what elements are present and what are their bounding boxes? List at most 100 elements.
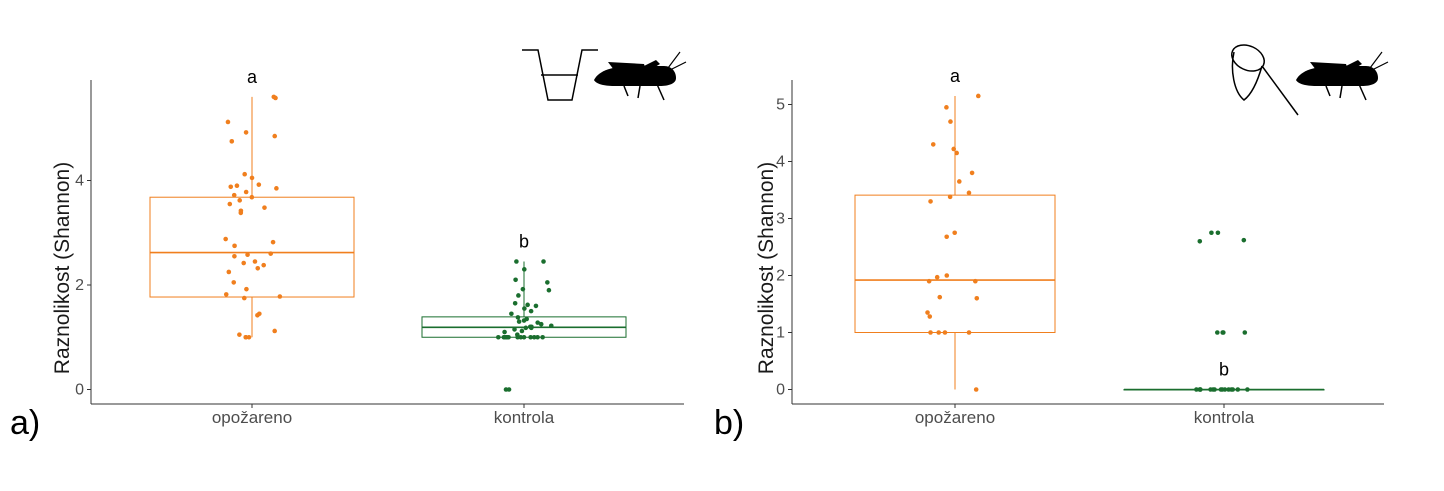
data-point bbox=[262, 205, 267, 210]
data-point bbox=[1242, 330, 1248, 335]
data-point bbox=[516, 319, 522, 324]
data-point bbox=[274, 186, 279, 191]
x-tick-label: kontrola bbox=[1194, 408, 1255, 427]
data-point bbox=[521, 318, 527, 323]
x-tick-label: opožareno bbox=[915, 408, 995, 427]
data-point bbox=[519, 328, 525, 334]
data-point bbox=[951, 146, 957, 152]
data-point bbox=[925, 310, 930, 315]
data-point bbox=[521, 334, 527, 340]
data-point bbox=[540, 334, 545, 340]
data-point bbox=[255, 265, 261, 271]
data-point bbox=[512, 327, 517, 332]
x-tick-label: kontrola bbox=[494, 408, 555, 427]
data-point bbox=[522, 306, 527, 311]
significance-letter: b bbox=[1219, 360, 1229, 380]
data-point bbox=[245, 252, 250, 257]
data-point bbox=[231, 192, 237, 198]
data-point bbox=[934, 274, 940, 280]
significance-letter: b bbox=[519, 231, 529, 251]
data-point bbox=[928, 330, 933, 335]
data-point bbox=[525, 302, 530, 308]
data-point bbox=[252, 259, 258, 264]
data-point bbox=[249, 175, 255, 181]
data-point bbox=[926, 278, 932, 284]
data-point bbox=[1220, 330, 1225, 335]
data-point bbox=[501, 334, 507, 340]
data-point bbox=[226, 269, 232, 275]
data-point bbox=[521, 267, 527, 272]
grasshopper-icon bbox=[1296, 51, 1389, 101]
box-iqr bbox=[854, 194, 1056, 333]
data-point bbox=[975, 93, 981, 99]
data-point bbox=[1218, 387, 1224, 392]
data-point bbox=[966, 190, 972, 196]
data-point bbox=[548, 323, 554, 329]
x-tick-label: opožareno bbox=[212, 408, 292, 427]
data-point bbox=[232, 243, 237, 249]
data-point bbox=[272, 328, 277, 334]
data-point bbox=[234, 183, 240, 189]
significance-letter: a bbox=[247, 67, 258, 87]
data-point bbox=[973, 387, 979, 392]
data-point bbox=[1235, 387, 1241, 392]
data-point bbox=[952, 230, 958, 236]
data-point bbox=[228, 184, 234, 190]
data-point bbox=[928, 199, 933, 204]
sweep-net-icon bbox=[1231, 44, 1299, 116]
data-point bbox=[969, 170, 975, 176]
data-point bbox=[936, 330, 941, 335]
data-point bbox=[509, 311, 514, 317]
y-tick-label: 2 bbox=[776, 268, 785, 285]
data-point bbox=[272, 133, 278, 139]
data-point bbox=[232, 253, 237, 259]
data-point bbox=[541, 259, 546, 264]
data-point bbox=[1215, 330, 1220, 335]
data-point bbox=[1208, 387, 1213, 392]
data-point bbox=[244, 286, 249, 292]
data-point bbox=[546, 287, 552, 293]
data-point bbox=[229, 139, 235, 144]
data-point bbox=[531, 334, 537, 340]
data-point bbox=[942, 330, 948, 335]
data-point bbox=[514, 259, 519, 264]
data-point bbox=[223, 236, 228, 242]
data-point bbox=[238, 210, 244, 216]
data-point bbox=[538, 321, 544, 327]
data-point bbox=[243, 334, 249, 340]
y-axis-title: Raznolikost (Shannon) bbox=[755, 162, 778, 374]
data-point bbox=[957, 179, 962, 184]
y-axis-title: Raznolikost (Shannon) bbox=[51, 162, 74, 374]
data-point bbox=[1198, 387, 1203, 392]
data-point bbox=[243, 189, 249, 195]
box-iqr bbox=[149, 196, 355, 298]
data-point bbox=[1245, 387, 1250, 392]
data-point bbox=[528, 308, 534, 314]
significance-letter: a bbox=[950, 66, 961, 86]
data-point bbox=[944, 273, 950, 278]
data-point bbox=[947, 194, 953, 200]
data-point bbox=[520, 286, 526, 292]
data-point bbox=[966, 330, 972, 335]
data-point bbox=[515, 315, 521, 320]
data-point bbox=[496, 334, 501, 340]
data-point bbox=[270, 239, 276, 245]
data-point bbox=[1209, 230, 1214, 236]
data-point bbox=[516, 293, 521, 298]
data-point bbox=[503, 387, 509, 392]
data-point bbox=[529, 325, 534, 331]
data-point bbox=[506, 334, 511, 340]
data-point bbox=[237, 198, 243, 203]
data-point bbox=[954, 150, 959, 156]
data-point bbox=[277, 294, 283, 299]
grasshopper-icon bbox=[594, 51, 687, 101]
data-point bbox=[535, 320, 540, 325]
data-point bbox=[502, 329, 507, 335]
y-tick-label: 3 bbox=[776, 211, 785, 228]
data-point bbox=[937, 294, 943, 300]
data-point bbox=[948, 119, 953, 124]
data-point bbox=[1215, 230, 1221, 236]
data-point bbox=[512, 300, 518, 306]
data-point bbox=[523, 325, 529, 331]
